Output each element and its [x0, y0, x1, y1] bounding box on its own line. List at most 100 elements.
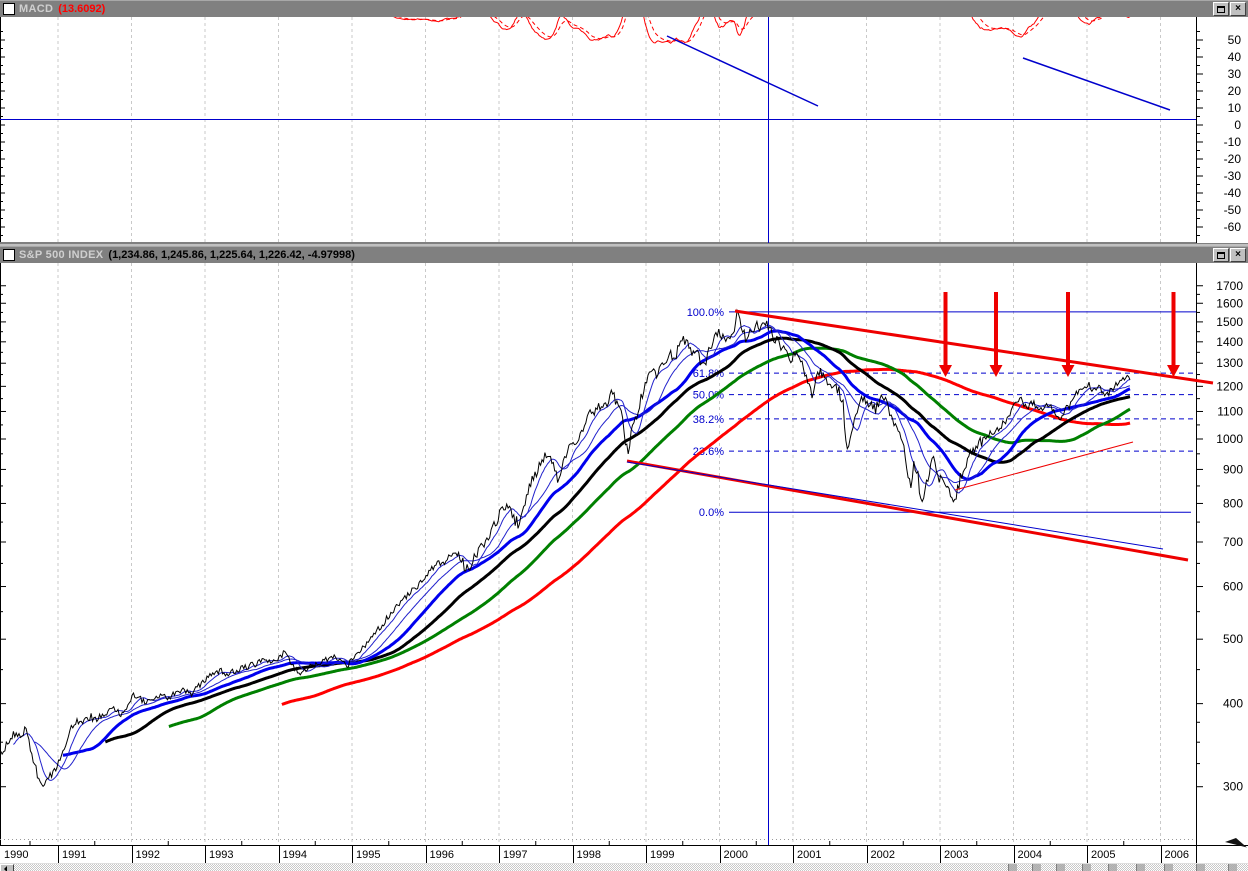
macd-panel-content: 50 40 30 20 10 0 -10 -20 -30 -40 -50 -60	[0, 17, 1241, 243]
year-label: 2005	[1091, 849, 1116, 861]
moving-average-10w	[13, 324, 1131, 781]
spx-chart-plot[interactable]: 1700 1600 1500 1400 1300 1200 1100 1000 900 800 70…	[0, 263, 1248, 845]
price-axis-label: 700	[1223, 535, 1243, 549]
toolbar-icon-fragment[interactable]	[1008, 864, 1017, 871]
year-label: 2003	[944, 849, 969, 861]
macd-axis-label: 40	[1228, 50, 1242, 64]
maximize-button[interactable]	[1213, 2, 1229, 16]
year-separator	[866, 846, 868, 863]
down-arrow-head	[939, 365, 952, 377]
price-axis-label: 500	[1223, 632, 1243, 646]
window-sysmenu-icon[interactable]	[3, 3, 15, 15]
macd-titlebar[interactable]: MACD (13.6092) ×	[0, 0, 1248, 17]
year-separator	[940, 846, 941, 863]
year-label: 1998	[576, 849, 601, 861]
fib-label: 61.8%	[693, 368, 724, 380]
maximize-icon	[1217, 5, 1225, 13]
upper-red-channel	[734, 309, 1214, 385]
fib-label: 50.0%	[693, 390, 724, 402]
year-separator	[793, 846, 794, 863]
year-label: 2000	[723, 849, 748, 861]
price-axis-label: 1400	[1216, 335, 1243, 349]
year-separator	[131, 846, 133, 863]
maximize-button[interactable]	[1213, 248, 1229, 262]
price-axis-label: 1500	[1216, 315, 1243, 329]
close-button[interactable]: ×	[1230, 248, 1246, 262]
price-axis-label: 1700	[1216, 279, 1243, 293]
year-label: 2004	[1017, 849, 1042, 861]
macd-line	[392, 17, 1131, 45]
macd-axis-label: -60	[1224, 220, 1242, 234]
mouse-cursor-arrow	[1225, 838, 1247, 848]
price-series-group	[0, 308, 1131, 788]
toolbar-icon-fragment[interactable]	[1196, 864, 1205, 871]
toolbar-icon-fragment[interactable]	[1056, 864, 1065, 871]
toolbar-icon-fragment[interactable]	[1164, 864, 1173, 871]
year-separator	[205, 846, 206, 863]
year-label: 2002	[870, 849, 895, 861]
fib-label: 38.2%	[693, 414, 724, 426]
price-line	[0, 308, 1131, 788]
lower-blue-companion	[626, 461, 1164, 550]
year-label: 1997	[503, 849, 528, 861]
year-label: 1999	[650, 849, 675, 861]
down-arrow-shaft	[943, 292, 948, 366]
year-separator	[425, 846, 427, 863]
macd-axis-label: -20	[1224, 152, 1242, 166]
time-axis: 1990 1991 1992 1993 1994 1995 1996 1997 1998 1999…	[0, 845, 1248, 863]
down-arrow-shaft	[1066, 292, 1070, 366]
year-label: 2006	[1164, 849, 1189, 861]
year-label: 1995	[356, 849, 381, 861]
moving-average-200w	[281, 367, 1131, 706]
year-label: 1990	[4, 849, 29, 861]
spx-titlebar[interactable]: S&P 500 INDEX (1,234.86, 1,245.86, 1,225…	[0, 246, 1248, 263]
macd-chart-plot[interactable]: 50 40 30 20 10 0 -10 -20 -30 -40 -50 -60	[0, 17, 1248, 243]
macd-axis-label: -50	[1224, 203, 1242, 217]
price-axis-label: 1000	[1216, 432, 1243, 446]
macd-value: (13.6092)	[58, 3, 106, 15]
toolbar-icon-fragment[interactable]	[1136, 864, 1145, 871]
window-sysmenu-icon[interactable]	[3, 249, 15, 261]
macd-trendline	[666, 35, 819, 107]
price-axis-label: 1600	[1216, 296, 1243, 310]
horizontal-scrollbar[interactable]	[0, 863, 1248, 871]
moving-average-45w	[62, 329, 1131, 757]
year-label: 1994	[282, 849, 307, 861]
fib-label: 0.0%	[699, 507, 724, 519]
fib-label: 100.0%	[687, 307, 725, 319]
year-separator	[1160, 846, 1162, 863]
macd-trendline	[1022, 57, 1171, 111]
macd-title: MACD	[19, 3, 54, 15]
year-label: 1991	[62, 849, 87, 861]
moving-average-25w	[34, 326, 1131, 770]
price-axis-label: 400	[1223, 697, 1243, 711]
macd-axis-label: -30	[1224, 169, 1242, 183]
toolbar-icon-fragment[interactable]	[1082, 864, 1091, 871]
spx-title: S&P 500 INDEX	[19, 249, 104, 261]
year-separator	[352, 846, 353, 863]
down-arrow-head	[1167, 365, 1180, 377]
year-separator	[499, 846, 500, 863]
maximize-icon	[1217, 251, 1225, 259]
year-label: 2001	[797, 849, 822, 861]
down-arrow-head	[1061, 365, 1075, 377]
year-separator	[1087, 846, 1088, 863]
toolbar-icon-fragment[interactable]	[1032, 864, 1041, 871]
year-separator	[1013, 846, 1015, 863]
spx-ohlc-value: (1,234.86, 1,245.86, 1,225.64, 1,226.42,…	[108, 249, 355, 261]
price-axis-label: 1200	[1216, 379, 1243, 393]
year-label: 1996	[429, 849, 454, 861]
toolbar-icon-fragment[interactable]	[1108, 864, 1117, 871]
close-button[interactable]: ×	[1230, 2, 1246, 16]
toolbar-icon-fragment[interactable]	[1228, 864, 1237, 871]
year-separator	[719, 846, 721, 863]
price-axis-label: 900	[1223, 462, 1243, 476]
scroll-left-button[interactable]	[0, 864, 14, 871]
macd-axis-label: 20	[1228, 84, 1242, 98]
year-separator	[646, 846, 647, 863]
moving-average-120w	[168, 346, 1131, 728]
price-axis-label: 600	[1223, 580, 1243, 594]
macd-axis-label: 0	[1234, 118, 1241, 132]
price-axis-label: 800	[1223, 496, 1243, 510]
